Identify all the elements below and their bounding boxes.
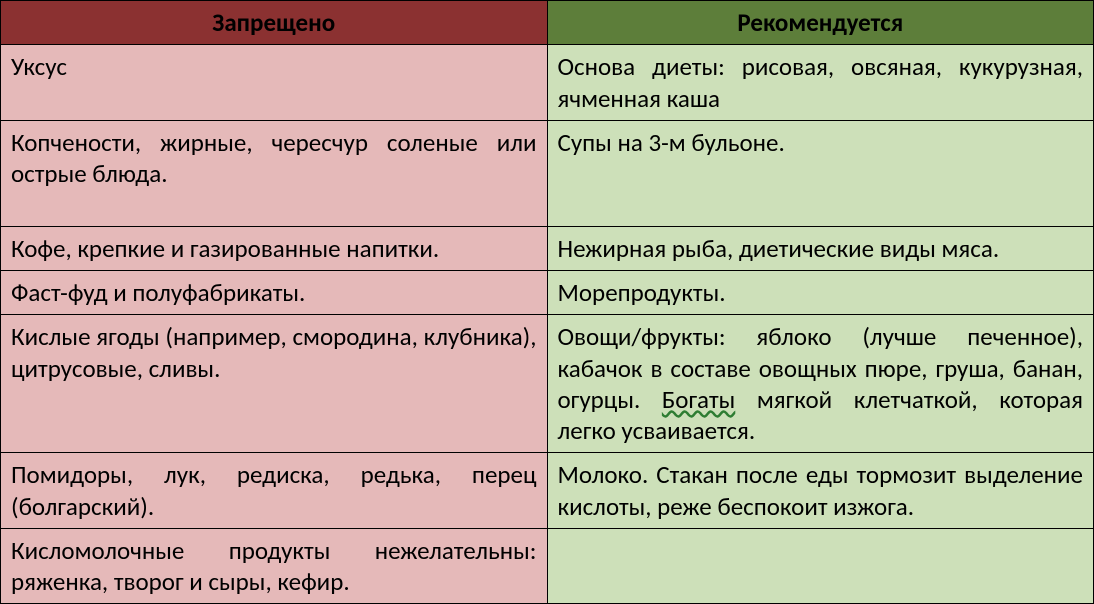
cell-recommended: Нежирная рыба, диетические виды мяса. <box>547 226 1094 270</box>
table-row: Кисломолочные продукты нежелательны: ряж… <box>1 528 1094 604</box>
cell-forbidden: Помидоры, лук, редиска, редька, перец (б… <box>1 453 548 529</box>
cell-recommended: Молоко. Стакан после еды тормозит выделе… <box>547 453 1094 529</box>
cell-forbidden: Кофе, крепкие и газированные напитки. <box>1 226 548 270</box>
table-row: Помидоры, лук, редиска, редька, перец (б… <box>1 453 1094 529</box>
cell-text: Уксус <box>11 51 67 82</box>
header-recommended-label: Рекомендуется <box>737 7 903 38</box>
cell-text: Морепродукты. <box>558 277 726 308</box>
cell-text: Кисломолочные продукты нежелательны: ряж… <box>11 535 537 597</box>
cell-recommended <box>547 528 1094 604</box>
cell-forbidden: Копчености, жирные, чересчур соленые или… <box>1 120 548 226</box>
header-row: Запрещено Рекомендуется <box>1 1 1094 45</box>
diet-table: Запрещено Рекомендуется Уксус Основа диет… <box>0 0 1094 604</box>
cell-recommended: Овощи/фрукты: яблоко (лучше печенное), к… <box>547 315 1094 453</box>
cell-text: Кофе, крепкие и газированные напитки. <box>11 233 439 264</box>
cell-text: Фаст-фуд и полуфабрикаты. <box>11 277 305 308</box>
table-row: Кофе, крепкие и газированные напитки. Неж… <box>1 226 1094 270</box>
header-forbidden-label: Запрещено <box>212 7 335 38</box>
cell-recommended: Супы на 3-м бульоне. <box>547 120 1094 226</box>
cell-forbidden: Уксус <box>1 45 548 121</box>
cell-text: Нежирная рыба, диетические виды мяса. <box>558 233 1000 264</box>
cell-text: Молоко. Стакан после еды тормозит выделе… <box>558 459 1084 521</box>
cell-forbidden: Фаст-фуд и полуфабрикаты. <box>1 271 548 315</box>
table-head: Запрещено Рекомендуется <box>1 1 1094 45</box>
table-row: Уксус Основа диеты: рисовая, овсяная, кук… <box>1 45 1094 121</box>
cell-text-part: Богаты <box>662 384 735 415</box>
table-row: Кислые ягоды (например, смородина, клубн… <box>1 315 1094 453</box>
header-forbidden: Запрещено <box>1 1 548 45</box>
cell-text: Супы на 3-м бульоне. <box>558 127 785 158</box>
cell-forbidden: Кисломолочные продукты нежелательны: ряж… <box>1 528 548 604</box>
cell-recommended: Морепродукты. <box>547 271 1094 315</box>
table-body: Уксус Основа диеты: рисовая, овсяная, кук… <box>1 45 1094 604</box>
header-recommended: Рекомендуется <box>547 1 1094 45</box>
cell-text: Кислые ягоды (например, смородина, клубн… <box>11 321 537 383</box>
cell-forbidden: Кислые ягоды (например, смородина, клубн… <box>1 315 548 453</box>
cell-text: Копчености, жирные, чересчур соленые или… <box>11 127 537 189</box>
cell-text: Помидоры, лук, редиска, редька, перец (б… <box>11 459 537 521</box>
table-row: Копчености, жирные, чересчур соленые или… <box>1 120 1094 226</box>
cell-text: Основа диеты: рисовая, овсяная, кукурузн… <box>558 51 1084 113</box>
cell-recommended: Основа диеты: рисовая, овсяная, кукурузн… <box>547 45 1094 121</box>
table-row: Фаст-фуд и полуфабрикаты. Морепродукты. <box>1 271 1094 315</box>
